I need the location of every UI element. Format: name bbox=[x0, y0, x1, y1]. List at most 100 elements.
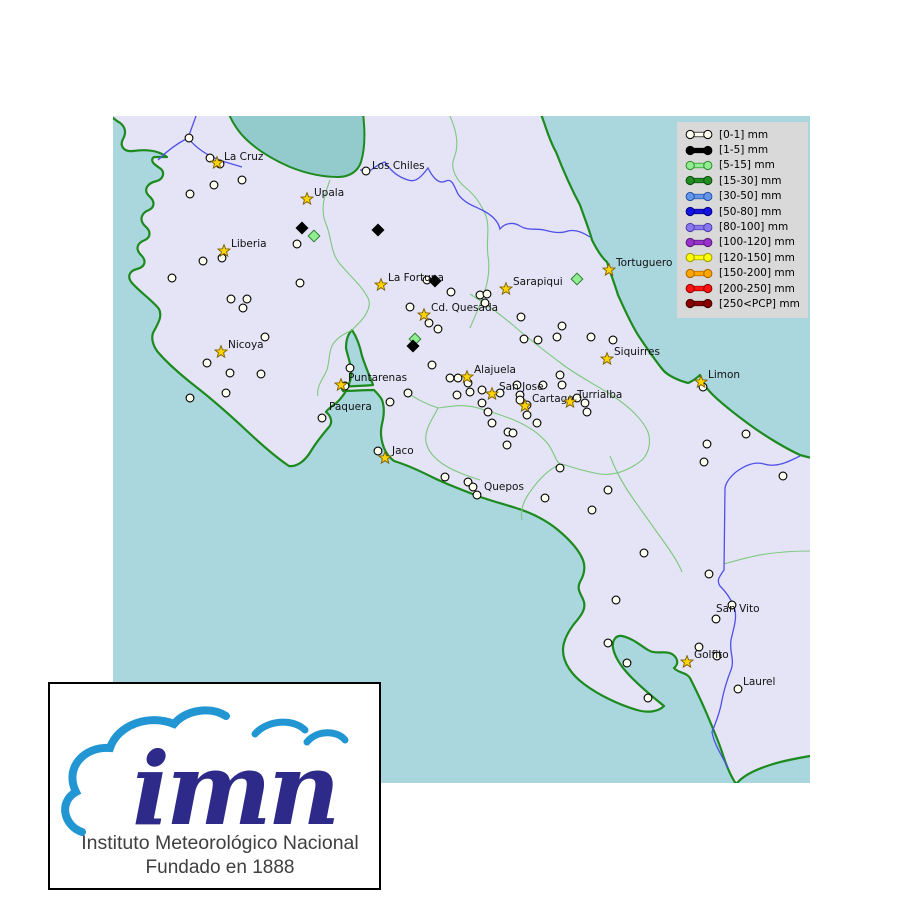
landmass bbox=[113, 116, 810, 783]
legend-range-icon bbox=[685, 268, 713, 278]
rain-station-0-1mm bbox=[477, 385, 487, 395]
city-label: Sarapiqui bbox=[513, 276, 563, 288]
city-label: Upala bbox=[314, 187, 344, 199]
city-star-icon bbox=[599, 351, 615, 366]
legend-row: [200-250] mm bbox=[685, 281, 802, 296]
rain-station-0-1mm bbox=[238, 303, 248, 313]
imn-logo-graphic: imn Instituto Meteorológico Nacional Fun… bbox=[61, 706, 359, 878]
rain-station-0-1mm bbox=[465, 387, 475, 397]
legend-range-label: [50-80] mm bbox=[719, 205, 782, 218]
city-label: Siquirres bbox=[614, 346, 660, 358]
rain-station-0-1mm bbox=[502, 440, 512, 450]
legend-row: [1-5] mm bbox=[685, 142, 802, 157]
rain-station-0-1mm bbox=[603, 638, 613, 648]
rain-station-0-1mm bbox=[711, 614, 721, 624]
rain-station-0-1mm bbox=[512, 380, 522, 390]
legend-range-label: [80-100] mm bbox=[719, 221, 789, 234]
lake-nicaragua bbox=[228, 116, 366, 179]
costa-rica-map: La Cruz Los Chiles Upala Liberia La Fortuna C… bbox=[113, 116, 810, 783]
rain-station-0-1mm bbox=[403, 388, 413, 398]
legend-range-label: [150-200] mm bbox=[719, 267, 795, 280]
legend-range-icon bbox=[685, 299, 713, 309]
legend-range-label: [5-15] mm bbox=[719, 159, 775, 172]
rain-station-1-5mm bbox=[406, 339, 420, 353]
rain-station-1-5mm bbox=[371, 223, 385, 237]
map-canvas: La Cruz Los Chiles Upala Liberia La Fortuna C… bbox=[113, 116, 810, 783]
rain-station-0-1mm bbox=[487, 418, 497, 428]
legend-range-label: [100-120] mm bbox=[719, 236, 795, 249]
rain-station-0-1mm bbox=[483, 407, 493, 417]
rain-station-0-1mm bbox=[508, 428, 518, 438]
rain-station-0-1mm bbox=[424, 318, 434, 328]
rain-station-0-1mm bbox=[477, 398, 487, 408]
rain-station-0-1mm bbox=[373, 446, 383, 456]
city-star-icon bbox=[484, 386, 500, 401]
rain-station-0-1mm bbox=[694, 642, 704, 652]
precipitation-legend: [0-1] mm [1-5] mm [5-15] mm [15-30] mm [30-5… bbox=[677, 122, 808, 318]
rain-station-0-1mm bbox=[639, 548, 649, 558]
city-star-icon bbox=[459, 369, 475, 384]
city-label: Alajuela bbox=[474, 364, 516, 376]
legend-row: [120-150] mm bbox=[685, 250, 802, 265]
rain-station-0-1mm bbox=[427, 360, 437, 370]
rain-station-0-1mm bbox=[446, 287, 456, 297]
city-label: Cartago bbox=[532, 393, 574, 405]
city-star-icon bbox=[377, 450, 393, 465]
legend-range-label: [120-150] mm bbox=[719, 251, 795, 264]
city-star-icon bbox=[299, 191, 315, 206]
city-star-icon bbox=[601, 262, 617, 277]
rain-station-0-1mm bbox=[205, 153, 215, 163]
rain-station-0-1mm bbox=[242, 294, 252, 304]
rain-station-0-1mm bbox=[733, 684, 743, 694]
city-label: Puntarenas bbox=[348, 372, 407, 384]
rain-station-0-1mm bbox=[202, 358, 212, 368]
legend-row: [100-120] mm bbox=[685, 235, 802, 250]
city-star-icon bbox=[679, 654, 695, 669]
rain-station-0-1mm bbox=[557, 321, 567, 331]
legend-range-label: [15-30] mm bbox=[719, 174, 782, 187]
rain-station-0-1mm bbox=[260, 332, 270, 342]
city-label: Jaco bbox=[391, 445, 414, 457]
city-label: Tortuguero bbox=[615, 257, 672, 269]
legend-range-label: [250<PCP] mm bbox=[719, 297, 800, 310]
cloud-icon bbox=[61, 706, 349, 836]
city-star-icon bbox=[216, 243, 232, 258]
legend-row: [50-80] mm bbox=[685, 204, 802, 219]
rain-station-0-1mm bbox=[292, 239, 302, 249]
rain-station-1-5mm bbox=[428, 274, 442, 288]
rain-station-0-1mm bbox=[704, 569, 714, 579]
legend-row: [150-200] mm bbox=[685, 266, 802, 281]
city-star-icon bbox=[693, 374, 709, 389]
rain-station-0-1mm bbox=[727, 600, 737, 610]
legend-row: [0-1] mm bbox=[685, 127, 802, 142]
city-star-icon bbox=[416, 307, 432, 322]
rain-station-0-1mm bbox=[533, 335, 543, 345]
rain-station-0-1mm bbox=[608, 335, 618, 345]
rain-station-0-1mm bbox=[256, 369, 266, 379]
rain-station-0-1mm bbox=[515, 395, 525, 405]
imn-logo: imn Instituto Meteorológico Nacional Fun… bbox=[48, 682, 381, 890]
legend-range-icon bbox=[685, 176, 713, 186]
legend-row: [5-15] mm bbox=[685, 158, 802, 173]
rain-station-0-1mm bbox=[522, 410, 532, 420]
rain-station-0-1mm bbox=[237, 175, 247, 185]
logo-acronym: imn bbox=[132, 730, 337, 848]
rain-station-0-1mm bbox=[453, 373, 463, 383]
rain-station-0-1mm bbox=[295, 278, 305, 288]
rain-station-0-1mm bbox=[480, 298, 490, 308]
city-star-icon bbox=[517, 398, 533, 413]
rain-station-0-1mm bbox=[552, 332, 562, 342]
city-star-icon bbox=[209, 155, 225, 170]
legend-range-icon bbox=[685, 145, 713, 155]
rain-station-0-1mm bbox=[540, 493, 550, 503]
rain-station-0-1mm bbox=[226, 294, 236, 304]
rain-station-0-1mm bbox=[317, 413, 327, 423]
city-star-icon bbox=[498, 281, 514, 296]
rain-station-0-1mm bbox=[184, 133, 194, 143]
rain-station-0-1mm bbox=[587, 505, 597, 515]
city-label: Quepos bbox=[484, 481, 524, 493]
logo-founded-text: Fundado en 1888 bbox=[146, 857, 295, 878]
rain-station-0-1mm bbox=[209, 180, 219, 190]
rain-station-0-1mm bbox=[185, 393, 195, 403]
